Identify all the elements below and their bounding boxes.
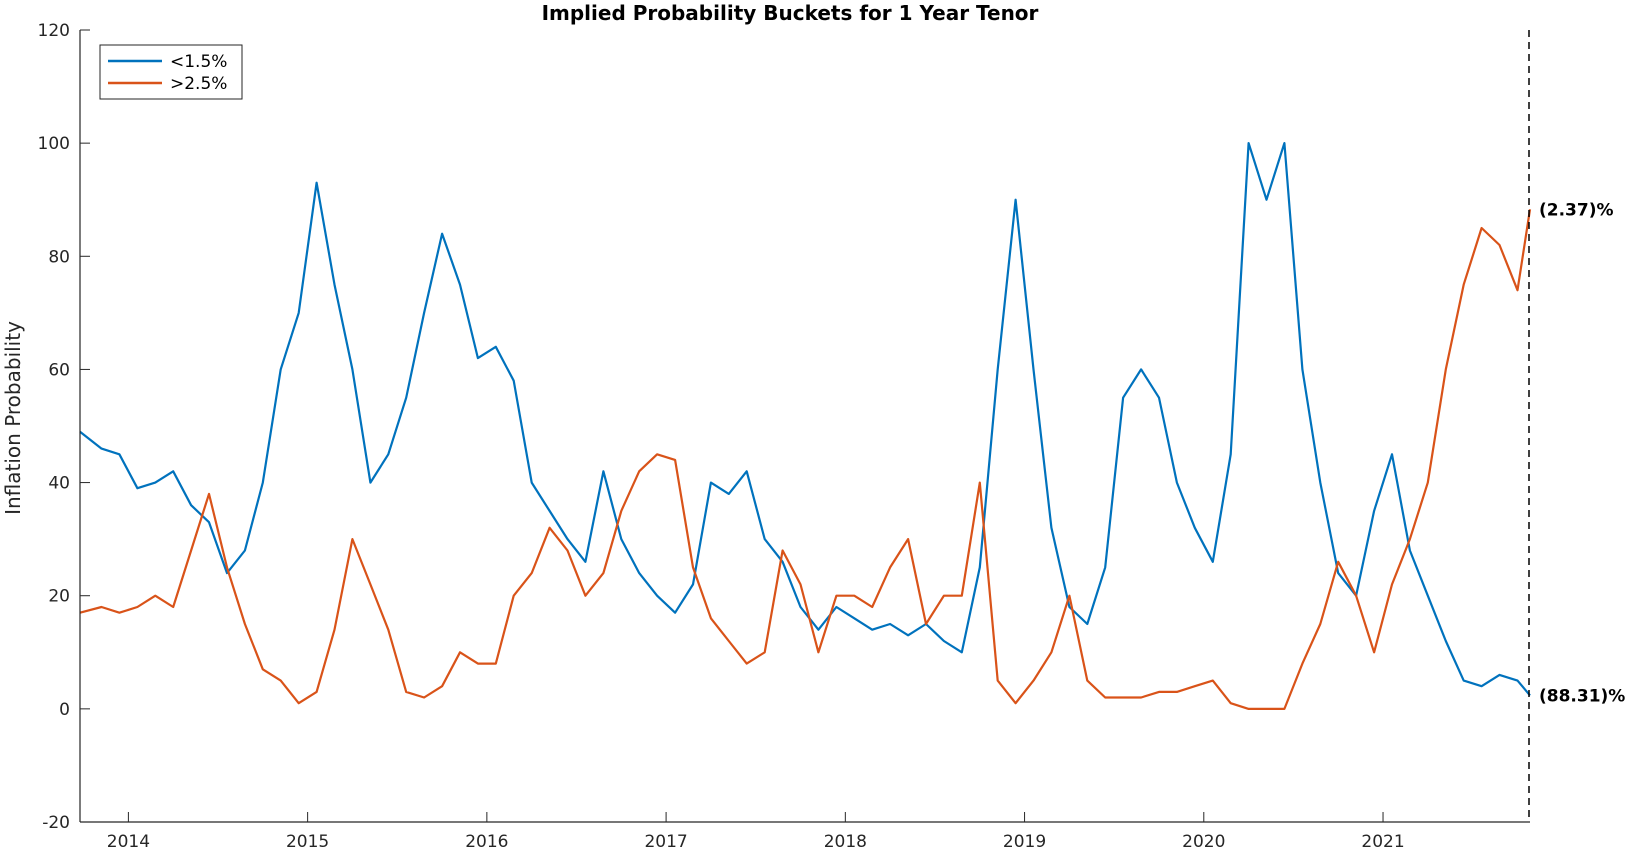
x-tick-label: 2014 (107, 832, 150, 852)
series-line-1 (79, 142, 1531, 697)
y-tick-label: 0 (59, 700, 70, 720)
y-tick-label: 20 (48, 587, 70, 607)
x-tick-label: 2019 (1003, 832, 1046, 852)
chart-title: Implied Probability Buckets for 1 Year T… (542, 1, 1039, 25)
series-layer (79, 142, 1532, 711)
x-tick-label: 2015 (286, 832, 329, 852)
y-tick-label: -20 (42, 813, 70, 833)
x-tick-label: 2016 (465, 832, 508, 852)
y-axis-label: Inflation Probability (1, 321, 25, 515)
legend-box (99, 44, 243, 100)
end-value-label-2: (2.37)% (1539, 200, 1614, 220)
x-tick-label: 2017 (644, 832, 687, 852)
plot-area: -20 0 20 40 60 80 100 120 2014 2015 2016 2017 2018 20… (38, 21, 1626, 852)
legend: <1.5%>2.5% (99, 44, 243, 100)
axes: -20 0 20 40 60 80 100 120 2014 2015 2016 2017 2018 20… (38, 21, 1530, 852)
legend-label-2: >2.5% (170, 74, 227, 94)
x-tick-label: 2018 (824, 832, 867, 852)
legend-label-1: <1.5% (170, 52, 227, 72)
y-tick-label: 40 (48, 474, 70, 494)
end-value-label-1: (88.31)% (1539, 686, 1625, 706)
y-tick-label: 80 (48, 247, 70, 267)
series-line-2 (79, 209, 1532, 711)
y-tick-label: 120 (38, 21, 70, 41)
x-tick-label: 2021 (1361, 832, 1404, 852)
x-tick-label: 2020 (1182, 832, 1225, 852)
end-value-annotations: (88.31)% (2.37)% (1539, 200, 1625, 706)
y-tick-label: 60 (48, 360, 70, 380)
y-tick-label: 100 (38, 134, 70, 154)
